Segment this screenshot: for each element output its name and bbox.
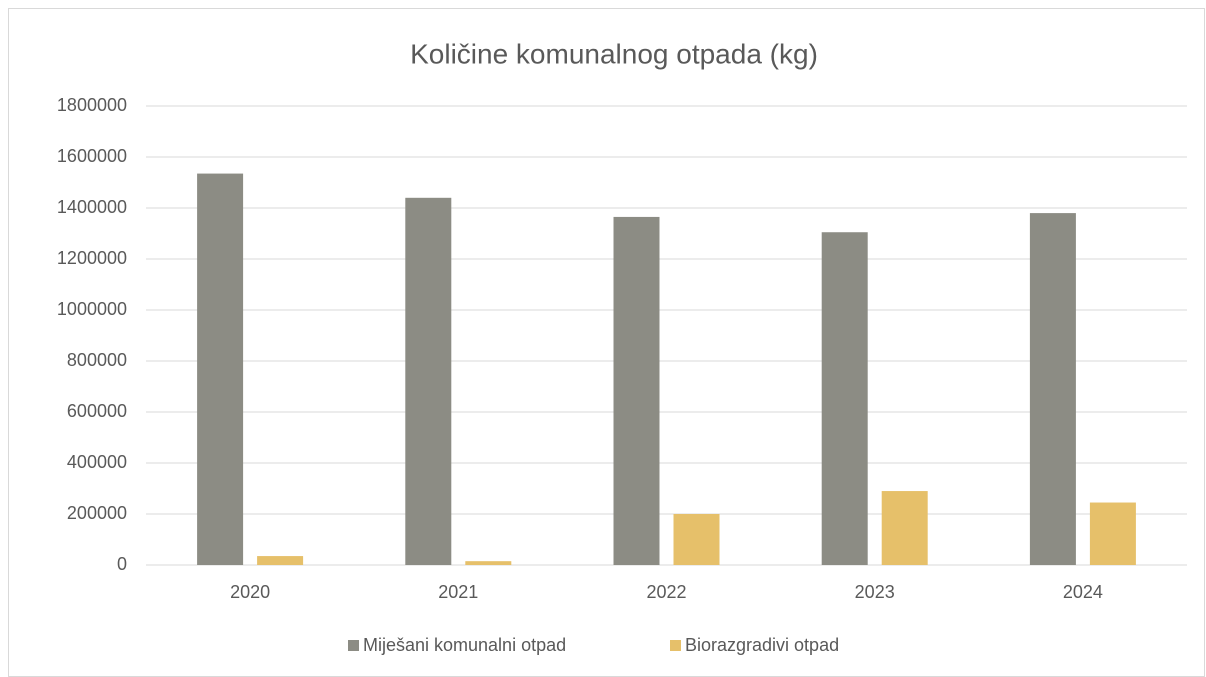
bar [613, 216, 660, 566]
y-tick-label: 400000 [67, 452, 127, 472]
bar [881, 491, 928, 565]
bar [1089, 502, 1136, 565]
y-tick-label: 1600000 [57, 146, 127, 166]
x-tick-label: 2024 [1063, 582, 1103, 602]
bar [197, 173, 244, 565]
y-tick-label: 600000 [67, 401, 127, 421]
y-tick-label: 0 [117, 554, 127, 574]
bar [821, 232, 868, 565]
bar [465, 561, 512, 565]
x-tick-label: 2022 [646, 582, 686, 602]
bar [257, 556, 304, 565]
x-tick-label: 2021 [438, 582, 478, 602]
bar [673, 514, 720, 565]
bar [405, 197, 452, 566]
legend-label: Miješani komunalni otpad [363, 635, 566, 655]
chart-title: Količine komunalnog otpada (kg) [410, 38, 818, 69]
y-tick-label: 1400000 [57, 197, 127, 217]
y-tick-label: 800000 [67, 350, 127, 370]
y-tick-label: 1800000 [57, 95, 127, 115]
legend-label: Biorazgradivi otpad [685, 635, 839, 655]
y-tick-label: 1000000 [57, 299, 127, 319]
x-tick-label: 2020 [230, 582, 270, 602]
y-tick-label: 1200000 [57, 248, 127, 268]
legend-swatch [348, 640, 359, 651]
bar [1029, 213, 1076, 565]
chart-border [8, 8, 1205, 677]
legend-swatch [670, 640, 681, 651]
x-tick-label: 2023 [855, 582, 895, 602]
y-tick-label: 200000 [67, 503, 127, 523]
